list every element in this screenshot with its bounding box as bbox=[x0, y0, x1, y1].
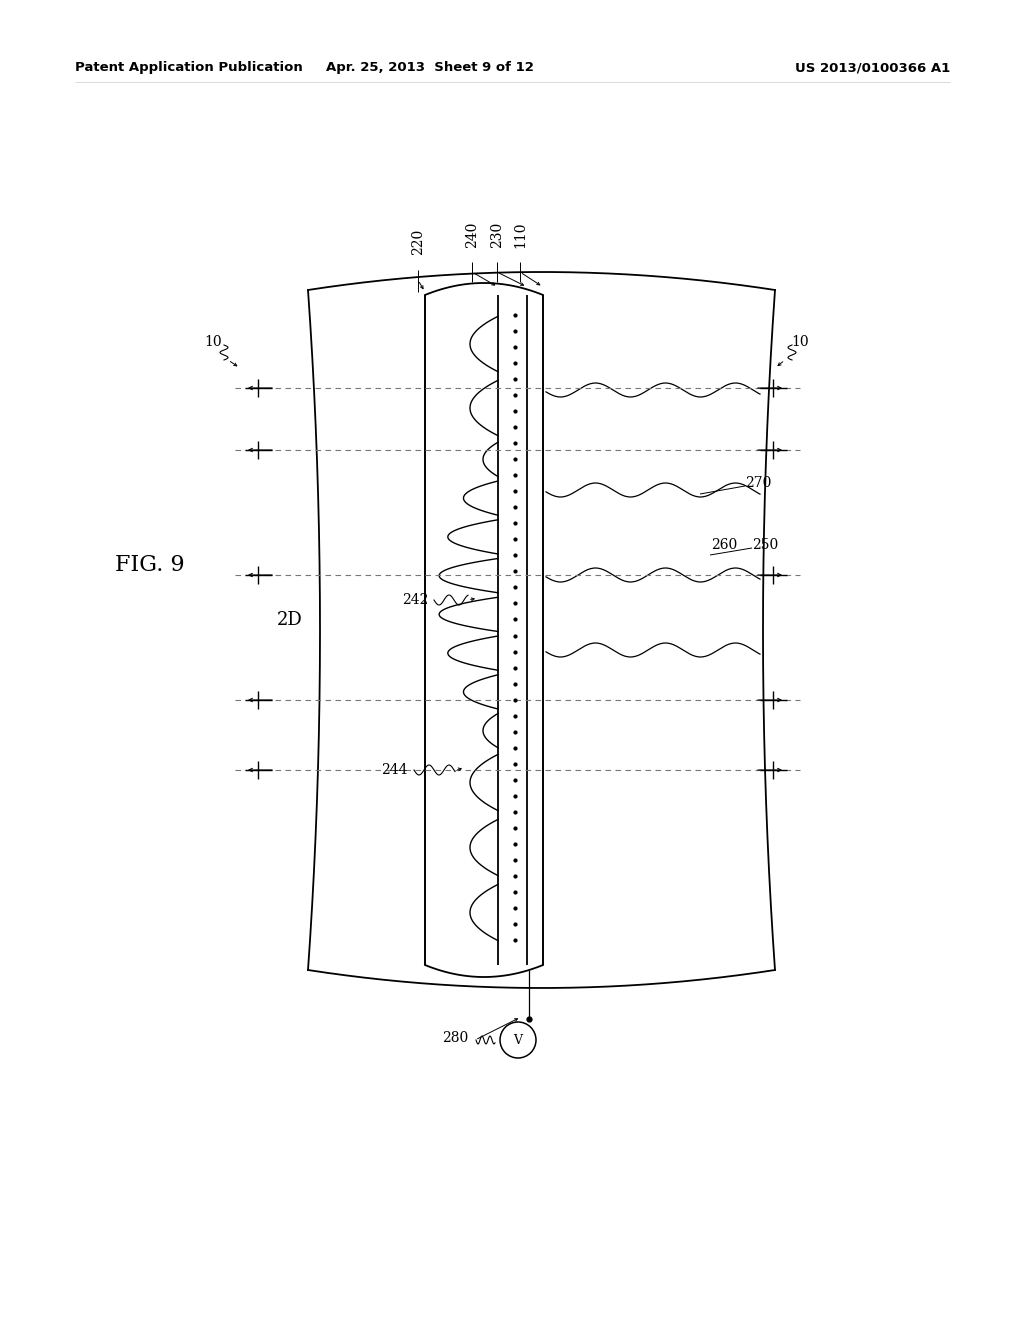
Text: FIG. 9: FIG. 9 bbox=[115, 554, 184, 576]
Text: V: V bbox=[513, 1034, 522, 1047]
Text: 110: 110 bbox=[513, 222, 527, 248]
Text: 260: 260 bbox=[711, 539, 737, 552]
Text: 2D: 2D bbox=[278, 611, 303, 630]
Text: 280: 280 bbox=[441, 1031, 468, 1045]
Text: 242: 242 bbox=[401, 593, 428, 607]
Text: 270: 270 bbox=[745, 477, 771, 490]
Text: 10: 10 bbox=[792, 335, 809, 348]
Text: 10: 10 bbox=[204, 335, 222, 348]
Text: US 2013/0100366 A1: US 2013/0100366 A1 bbox=[795, 62, 950, 74]
Text: 220: 220 bbox=[411, 228, 425, 255]
Text: 244: 244 bbox=[382, 763, 408, 777]
Text: Patent Application Publication: Patent Application Publication bbox=[75, 62, 303, 74]
Text: 230: 230 bbox=[490, 222, 504, 248]
Text: 240: 240 bbox=[465, 222, 479, 248]
Text: Apr. 25, 2013  Sheet 9 of 12: Apr. 25, 2013 Sheet 9 of 12 bbox=[326, 62, 534, 74]
Text: 250: 250 bbox=[752, 539, 778, 552]
